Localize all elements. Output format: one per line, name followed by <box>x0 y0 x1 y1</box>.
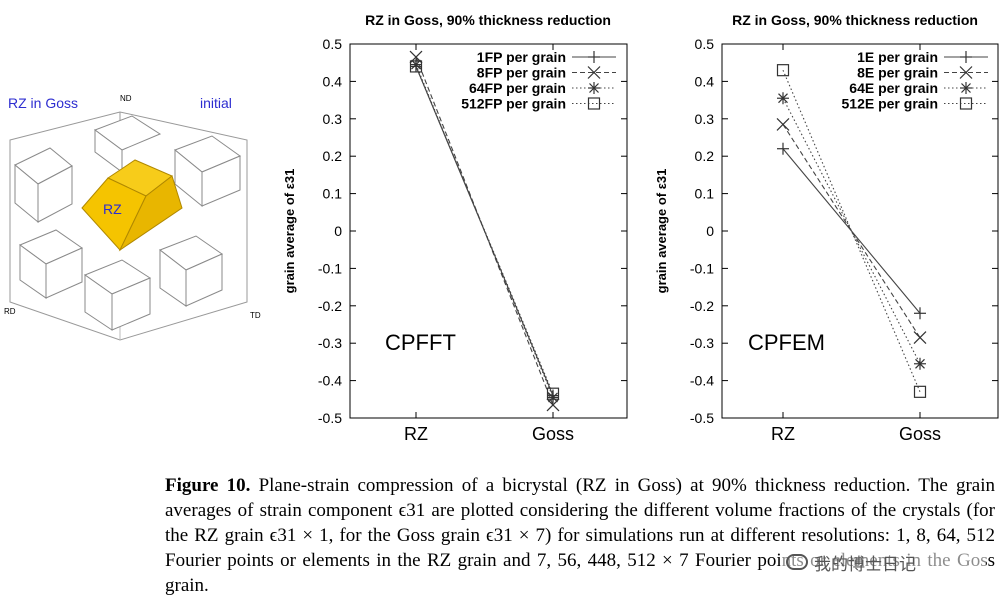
wechat-icon <box>786 554 808 570</box>
legend-label: 8FP per grain <box>477 65 566 81</box>
y-tick-label: 0.4 <box>323 73 343 89</box>
schematic-title-right: initial <box>200 95 232 111</box>
data-point <box>777 92 789 105</box>
rz-cube-right <box>118 175 183 252</box>
y-tick-label: -0.5 <box>318 410 342 426</box>
x-ticks: RZ Goss <box>771 44 941 444</box>
watermark-text: 我的博士日记 <box>814 554 916 575</box>
legend-label: 64FP per grain <box>469 80 566 96</box>
axis-rd-label: RD <box>4 307 16 316</box>
series-group <box>776 64 927 398</box>
rz-cube <box>81 159 183 252</box>
legend-marker <box>959 97 973 110</box>
caption-label: Figure 10. <box>165 475 251 496</box>
y-tick-label: -0.3 <box>690 335 714 351</box>
y-tick-label: -0.4 <box>318 373 342 389</box>
legend-marker <box>587 66 601 79</box>
data-point <box>409 60 423 73</box>
method-annotation: CPFFT <box>385 330 456 355</box>
goss-cube <box>201 155 241 207</box>
y-tick-label: 0.3 <box>323 111 343 127</box>
chart-title: RZ in Goss, 90% thickness reduction <box>365 12 611 28</box>
y-tick-label: 0.1 <box>323 186 343 202</box>
y-tick-label: 0.2 <box>695 148 715 164</box>
data-point <box>913 331 927 345</box>
y-tick-label: 0.1 <box>695 186 715 202</box>
y-ticks: 0.5 0.4 0.3 0.2 0.1 0 -0.1 -0.2 -0.3 -0.4 -0.5 <box>690 36 998 426</box>
data-point <box>546 387 560 400</box>
y-tick-label: -0.3 <box>318 335 342 351</box>
data-point <box>776 117 790 131</box>
legend-marker <box>588 51 600 63</box>
x-tick-label: Goss <box>899 424 941 444</box>
y-tick-label: -0.5 <box>690 410 714 426</box>
data-point <box>914 307 926 320</box>
series-line <box>782 97 921 365</box>
figure-10: RZ in Goss initial RZ ND RD TD RZ in Gos… <box>4 12 999 444</box>
y-axis-label: grain average of ε31 <box>282 169 297 294</box>
y-tick-label: 0.5 <box>695 36 715 52</box>
legend-label: 1E per grain <box>857 49 938 65</box>
figure-caption: Figure 10. Plane-strain compression of a… <box>165 473 995 598</box>
schematic-title-left: RZ in Goss <box>8 95 78 111</box>
y-tick-label: 0.5 <box>323 36 343 52</box>
y-axis-label: grain average of ε31 <box>654 169 669 294</box>
x-ticks: RZ Goss <box>404 44 574 444</box>
watermark: 我的博士日记 <box>780 548 986 576</box>
legend-label: 1FP per grain <box>477 49 566 65</box>
y-tick-label: 0 <box>334 223 342 239</box>
y-tick-label: 0.3 <box>695 111 715 127</box>
series-line <box>415 56 554 406</box>
y-tick-label: -0.2 <box>690 298 714 314</box>
y-tick-label: -0.1 <box>318 260 342 276</box>
y-tick-label: 0 <box>706 223 714 239</box>
legend-marker <box>960 82 972 94</box>
data-point <box>913 385 927 398</box>
legend-marker <box>587 97 601 110</box>
bicrystal-schematic: RZ in Goss initial RZ ND RD TD <box>4 94 261 341</box>
legend-marker <box>960 51 972 63</box>
goss-cube <box>37 165 73 223</box>
data-point <box>777 142 789 155</box>
series-group <box>409 50 560 412</box>
goss-cubes <box>14 115 242 331</box>
goss-cube <box>185 253 223 307</box>
legend-marker <box>588 82 600 94</box>
goss-cube <box>111 277 151 331</box>
cpfem-chart: RZ in Goss, 90% thickness reduction grai… <box>654 12 999 444</box>
legend-label: 8E per grain <box>857 65 938 81</box>
legend-label: 512E per grain <box>842 96 939 112</box>
legend-label: 64E per grain <box>849 80 938 96</box>
data-point <box>776 64 790 77</box>
chart-title: RZ in Goss, 90% thickness reduction <box>732 12 978 28</box>
caption-text: Plane-strain compression of a bicrystal … <box>165 475 995 596</box>
x-tick-label: RZ <box>771 424 795 444</box>
legend-marker <box>959 66 973 79</box>
cpfft-chart: RZ in Goss, 90% thickness reduction grai… <box>282 12 628 444</box>
axis-td-label: TD <box>250 311 261 320</box>
method-annotation: CPFEM <box>748 330 825 355</box>
axis-nd-label: ND <box>120 94 132 103</box>
schematic-center-label: RZ <box>103 201 122 217</box>
legend-label: 512FP per grain <box>461 96 566 112</box>
series-line <box>782 124 921 338</box>
y-tick-label: 0.4 <box>695 73 715 89</box>
y-tick-label: 0.2 <box>323 148 343 164</box>
data-point <box>914 357 926 370</box>
y-ticks: 0.5 0.4 0.3 0.2 0.1 0 -0.1 -0.2 -0.3 -0.4 -0.5 <box>318 36 627 426</box>
y-tick-label: -0.1 <box>690 260 714 276</box>
x-tick-label: Goss <box>532 424 574 444</box>
goss-cube <box>45 247 83 299</box>
y-tick-label: -0.4 <box>690 373 714 389</box>
y-tick-label: -0.2 <box>318 298 342 314</box>
series-line <box>415 66 554 394</box>
data-point <box>547 391 559 404</box>
x-tick-label: RZ <box>404 424 428 444</box>
